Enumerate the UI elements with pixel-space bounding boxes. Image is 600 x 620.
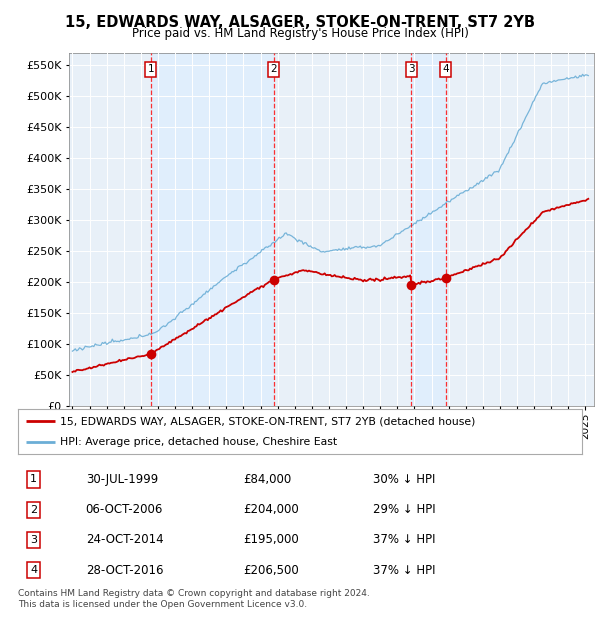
Text: 37% ↓ HPI: 37% ↓ HPI — [373, 564, 436, 577]
Text: £206,500: £206,500 — [244, 564, 299, 577]
Text: £204,000: £204,000 — [244, 503, 299, 516]
Text: 06-OCT-2006: 06-OCT-2006 — [86, 503, 163, 516]
Text: Contains HM Land Registry data © Crown copyright and database right 2024.
This d: Contains HM Land Registry data © Crown c… — [18, 590, 370, 609]
Text: 37% ↓ HPI: 37% ↓ HPI — [373, 533, 436, 546]
Text: 30-JUL-1999: 30-JUL-1999 — [86, 473, 158, 486]
Text: 3: 3 — [30, 535, 37, 545]
Text: Price paid vs. HM Land Registry's House Price Index (HPI): Price paid vs. HM Land Registry's House … — [131, 27, 469, 40]
Bar — [412, 53, 446, 406]
Text: 3: 3 — [408, 64, 415, 74]
Text: 4: 4 — [442, 64, 449, 74]
Text: HPI: Average price, detached house, Cheshire East: HPI: Average price, detached house, Ches… — [60, 436, 337, 447]
Text: 1: 1 — [148, 64, 154, 74]
Text: 15, EDWARDS WAY, ALSAGER, STOKE-ON-TRENT, ST7 2YB: 15, EDWARDS WAY, ALSAGER, STOKE-ON-TRENT… — [65, 15, 535, 30]
Bar — [151, 53, 274, 406]
Text: 28-OCT-2016: 28-OCT-2016 — [86, 564, 163, 577]
Text: 30% ↓ HPI: 30% ↓ HPI — [373, 473, 436, 486]
Text: 4: 4 — [30, 565, 37, 575]
Text: £84,000: £84,000 — [244, 473, 292, 486]
Text: 29% ↓ HPI: 29% ↓ HPI — [373, 503, 436, 516]
Text: 2: 2 — [30, 505, 37, 515]
Text: 15, EDWARDS WAY, ALSAGER, STOKE-ON-TRENT, ST7 2YB (detached house): 15, EDWARDS WAY, ALSAGER, STOKE-ON-TRENT… — [60, 416, 476, 427]
Text: 1: 1 — [30, 474, 37, 484]
Text: £195,000: £195,000 — [244, 533, 299, 546]
Text: 24-OCT-2014: 24-OCT-2014 — [86, 533, 163, 546]
Text: 2: 2 — [271, 64, 277, 74]
